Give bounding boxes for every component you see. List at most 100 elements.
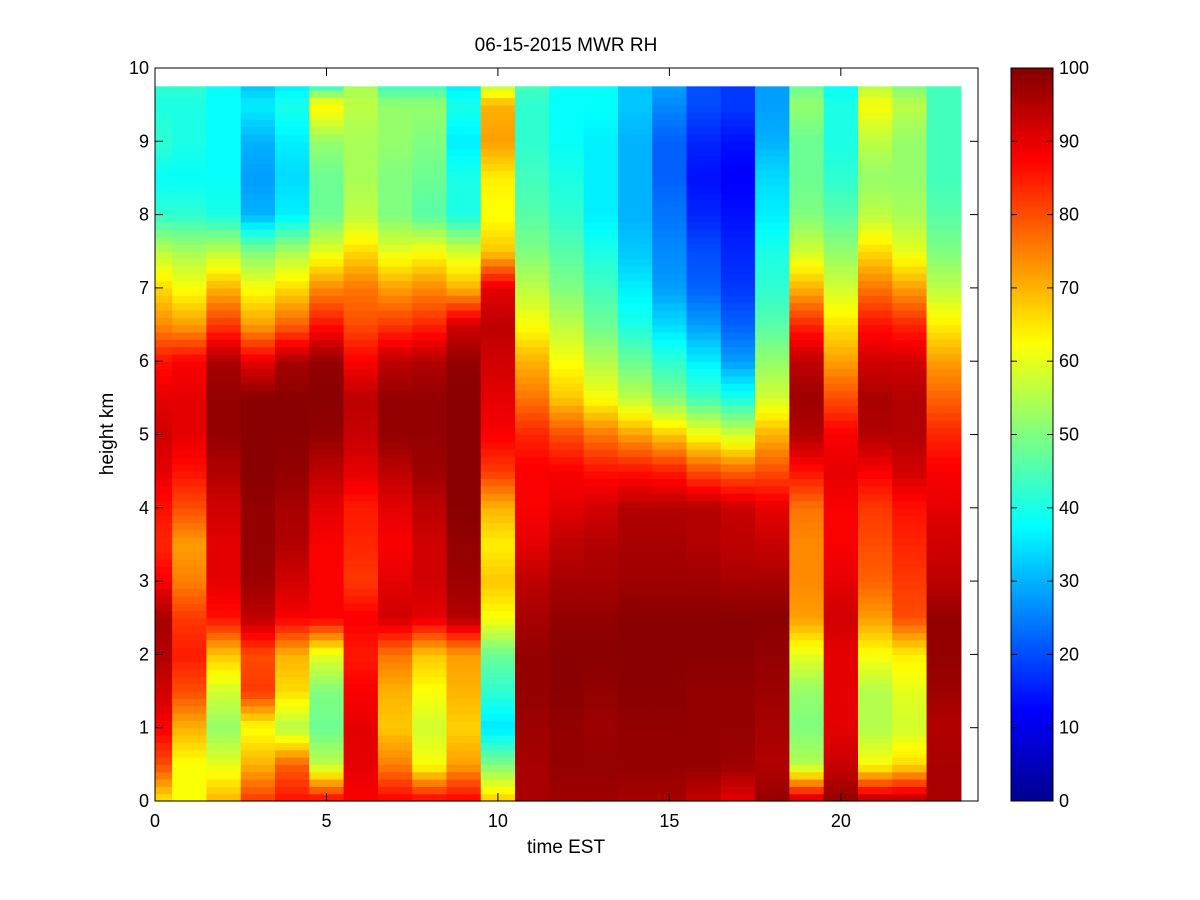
heatmap-cell (309, 529, 345, 538)
heatmap-cell (172, 573, 208, 582)
heatmap-cell (240, 544, 276, 553)
heatmap-cell (549, 331, 585, 340)
heatmap-cell (857, 603, 893, 612)
heatmap-cell (309, 141, 345, 150)
heatmap-cell (857, 155, 893, 164)
x-tick-label: 15 (659, 811, 679, 831)
heatmap-cell (309, 97, 345, 106)
heatmap-cell (275, 214, 310, 223)
heatmap-cell (652, 199, 688, 208)
heatmap-cell (549, 185, 585, 194)
heatmap-cell (412, 617, 448, 626)
heatmap-cell (789, 449, 825, 458)
heatmap-cell (549, 485, 585, 494)
heatmap-cell (275, 89, 310, 98)
heatmap-cell (926, 713, 962, 721)
heatmap-cell (755, 185, 790, 194)
heatmap-cell (652, 537, 688, 546)
heatmap-cell (583, 727, 619, 736)
heatmap-cell (446, 449, 482, 458)
heatmap-cell (926, 529, 962, 538)
heatmap-cell (343, 654, 379, 663)
heatmap-cell (309, 779, 345, 787)
heatmap-cell (857, 126, 893, 135)
heatmap-cell (892, 625, 928, 634)
heatmap-cell (892, 361, 928, 370)
heatmap-cell (377, 133, 413, 142)
heatmap-cell (583, 405, 619, 414)
heatmap-cell (240, 610, 276, 619)
heatmap-cell (343, 383, 379, 392)
heatmap-cell (892, 331, 928, 340)
heatmap-cell (583, 749, 619, 758)
heatmap-cell (515, 273, 550, 282)
heatmap-cell (240, 566, 276, 575)
heatmap-cell (412, 434, 448, 443)
heatmap-cell (309, 346, 345, 355)
heatmap-cell (617, 111, 653, 120)
heatmap-cell (275, 273, 310, 282)
heatmap-cell (155, 331, 173, 340)
heatmap-cell (926, 683, 962, 692)
heatmap-cell (823, 581, 859, 590)
heatmap-cell (377, 207, 413, 216)
heatmap-cell (446, 324, 482, 333)
heatmap-cell (172, 683, 208, 692)
heatmap-cell (480, 97, 516, 106)
heatmap-cell (412, 610, 448, 619)
heatmap-cell (172, 405, 208, 414)
heatmap-cell (823, 720, 859, 729)
heatmap-cell (686, 529, 722, 538)
heatmap-cell (275, 368, 310, 377)
heatmap-cell (755, 390, 790, 399)
heatmap-cell (240, 111, 276, 120)
heatmap-cell (617, 500, 653, 509)
heatmap-cell (275, 119, 310, 128)
heatmap-cell (240, 581, 276, 590)
heatmap-cell (755, 177, 790, 186)
heatmap-cell (617, 471, 653, 480)
heatmap-cell (686, 302, 722, 311)
heatmap-cell (412, 155, 448, 164)
heatmap-cell (412, 764, 448, 773)
heatmap-cell (686, 111, 722, 120)
heatmap-cell (343, 478, 379, 487)
heatmap-cell (515, 676, 550, 685)
heatmap-cell (377, 573, 413, 582)
heatmap-cell (155, 698, 173, 707)
heatmap-cell (823, 361, 859, 370)
heatmap-cell (412, 735, 448, 743)
heatmap-cell (446, 221, 482, 230)
heatmap-cell (343, 192, 379, 201)
heatmap-cell (309, 493, 345, 502)
heatmap-cell (583, 441, 619, 450)
heatmap-cell (446, 258, 482, 267)
heatmap-cell (275, 390, 310, 399)
heatmap-cell (755, 419, 790, 428)
heatmap-cell (686, 104, 722, 113)
heatmap-cell (857, 647, 893, 655)
heatmap-cell (686, 251, 722, 260)
heatmap-cell (755, 86, 790, 91)
heatmap-cell (617, 647, 653, 655)
heatmap-cell (583, 243, 619, 252)
heatmap-cell (480, 779, 516, 787)
heatmap-cell (446, 441, 482, 450)
heatmap-cell (206, 353, 242, 362)
heatmap-cell (206, 742, 242, 751)
heatmap-cell (155, 705, 173, 714)
heatmap-cell (755, 295, 790, 304)
heatmap-cell (720, 199, 756, 208)
heatmap-cell (343, 647, 379, 655)
heatmap-cell (755, 221, 790, 230)
heatmap-cell (926, 566, 962, 575)
heatmap-cell (275, 661, 310, 670)
heatmap-cell (892, 324, 928, 333)
heatmap-cell (652, 441, 688, 450)
heatmap-cell (823, 339, 859, 348)
heatmap-cell (720, 617, 756, 626)
heatmap-cell (446, 720, 482, 729)
heatmap-cell (617, 405, 653, 414)
heatmap-cell (446, 471, 482, 480)
heatmap-cell (857, 463, 893, 472)
